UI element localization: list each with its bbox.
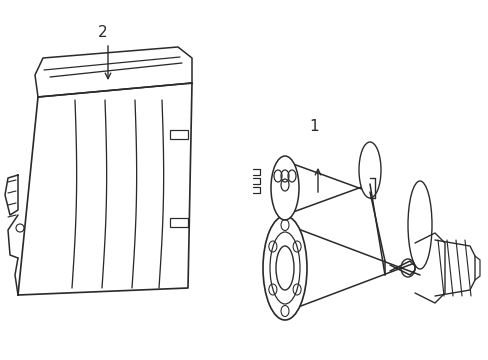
Ellipse shape bbox=[407, 181, 431, 269]
Bar bbox=[170, 130, 187, 139]
Bar bbox=[170, 218, 187, 227]
Text: 2: 2 bbox=[98, 25, 107, 40]
Ellipse shape bbox=[263, 216, 306, 320]
Ellipse shape bbox=[358, 142, 380, 198]
Ellipse shape bbox=[270, 156, 298, 220]
Text: 1: 1 bbox=[308, 119, 318, 134]
